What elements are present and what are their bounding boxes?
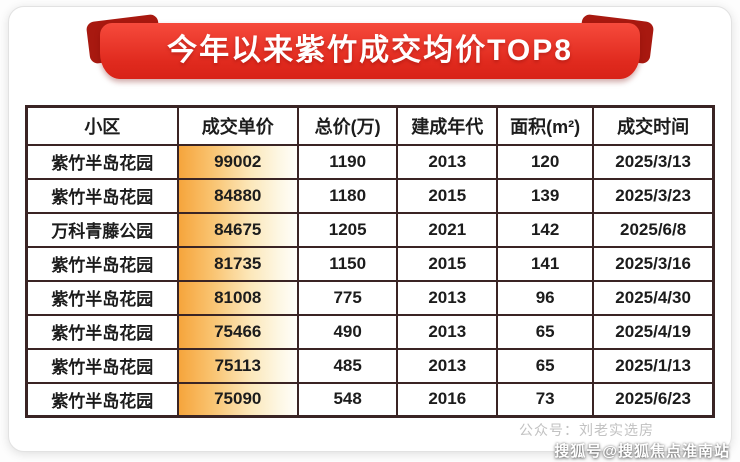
community-cell: 紫竹半岛花园 [25,245,179,282]
community-cell: 紫竹半岛花园 [25,381,179,418]
table-row: 紫竹半岛花园 75090 548 2016 73 2025/6/23 [25,381,715,418]
price-table-wrap: 小区 成交单价 总价(万) 建成年代 面积(m²) 成交时间 紫竹半岛花园 99… [25,105,715,418]
total-price-cell: 1180 [296,177,399,214]
year-built-cell: 2013 [396,347,499,384]
area-cell: 142 [496,211,595,248]
total-price-cell: 1150 [296,245,399,282]
community-cell: 紫竹半岛花园 [25,347,179,384]
year-built-cell: 2013 [396,279,499,316]
deal-date-cell: 2025/4/30 [592,279,715,316]
community-cell: 紫竹半岛花园 [25,279,179,316]
deal-date-cell: 2025/6/23 [592,381,715,418]
area-cell: 120 [496,143,595,180]
unit-price-cell: 84675 [176,211,299,248]
deal-date-cell: 2025/6/8 [592,211,715,248]
area-cell: 141 [496,245,595,282]
unit-price-cell: 84880 [176,177,299,214]
table-row: 万科青藤公园 84675 1205 2021 142 2025/6/8 [25,211,715,248]
unit-price-cell: 81008 [176,279,299,316]
header-community: 小区 [25,105,179,146]
deal-date-cell: 2025/3/23 [592,177,715,214]
year-built-cell: 2016 [396,381,499,418]
total-price-cell: 1205 [296,211,399,248]
year-built-cell: 2015 [396,245,499,282]
total-price-cell: 485 [296,347,399,384]
watermark-sohu: 搜狐号@搜狐焦点淮南站 [554,443,730,460]
table-row: 紫竹半岛花园 75113 485 2013 65 2025/1/13 [25,347,715,384]
area-cell: 96 [496,279,595,316]
price-table: 小区 成交单价 总价(万) 建成年代 面积(m²) 成交时间 紫竹半岛花园 99… [25,105,715,418]
header-deal-date: 成交时间 [592,105,715,146]
community-cell: 紫竹半岛花园 [25,313,179,350]
total-price-cell: 1190 [296,143,399,180]
year-built-cell: 2021 [396,211,499,248]
community-cell: 紫竹半岛花园 [25,177,179,214]
table-row: 紫竹半岛花园 84880 1180 2015 139 2025/3/23 [25,177,715,214]
infographic-card: 今年以来紫竹成交均价TOP8 小区 成交单价 总价(万) 建成年代 面积(m²)… [8,6,732,452]
community-cell: 紫竹半岛花园 [25,143,179,180]
table-row: 紫竹半岛花园 81735 1150 2015 141 2025/3/16 [25,245,715,282]
deal-date-cell: 2025/4/19 [592,313,715,350]
page-title: 今年以来紫竹成交均价TOP8 [100,23,640,79]
title-ribbon: 今年以来紫竹成交均价TOP8 [85,13,655,79]
unit-price-cell: 81735 [176,245,299,282]
total-price-cell: 775 [296,279,399,316]
watermark-wechat-account: 公众号：刘老实选房 [519,422,654,438]
year-built-cell: 2013 [396,313,499,350]
header-area: 面积(m²) [496,105,595,146]
unit-price-cell: 75113 [176,347,299,384]
year-built-cell: 2013 [396,143,499,180]
area-cell: 65 [496,347,595,384]
unit-price-cell: 75466 [176,313,299,350]
table-row: 紫竹半岛花园 99002 1190 2013 120 2025/3/13 [25,143,715,180]
area-cell: 65 [496,313,595,350]
deal-date-cell: 2025/1/13 [592,347,715,384]
area-cell: 73 [496,381,595,418]
area-cell: 139 [496,177,595,214]
deal-date-cell: 2025/3/13 [592,143,715,180]
header-unit-price: 成交单价 [176,105,299,146]
header-year-built: 建成年代 [396,105,499,146]
header-total-price: 总价(万) [296,105,399,146]
year-built-cell: 2015 [396,177,499,214]
unit-price-cell: 75090 [176,381,299,418]
table-row: 紫竹半岛花园 81008 775 2013 96 2025/4/30 [25,279,715,316]
total-price-cell: 548 [296,381,399,418]
table-row: 紫竹半岛花园 75466 490 2013 65 2025/4/19 [25,313,715,350]
total-price-cell: 490 [296,313,399,350]
deal-date-cell: 2025/3/16 [592,245,715,282]
table-header-row: 小区 成交单价 总价(万) 建成年代 面积(m²) 成交时间 [25,105,715,146]
unit-price-cell: 99002 [176,143,299,180]
community-cell: 万科青藤公园 [25,211,179,248]
